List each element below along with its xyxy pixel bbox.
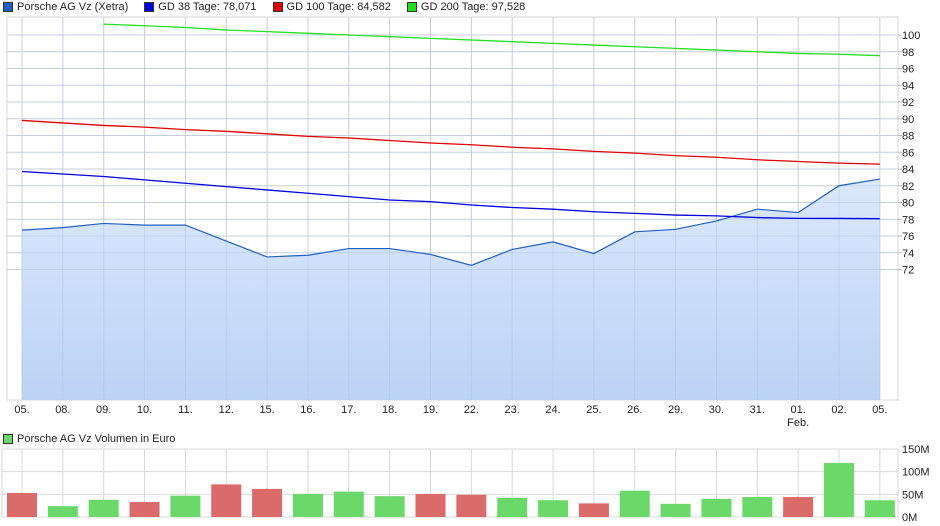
volume-legend[interactable]: Porsche AG Vz Volumen in Euro — [3, 433, 175, 445]
svg-text:08.: 08. — [55, 404, 70, 416]
svg-text:17.: 17. — [341, 404, 356, 416]
svg-text:94: 94 — [902, 80, 914, 92]
svg-text:22.: 22. — [464, 404, 479, 416]
gd200-swatch-icon — [406, 2, 417, 12]
svg-text:29.: 29. — [668, 404, 683, 416]
svg-text:23.: 23. — [505, 404, 520, 416]
svg-text:90: 90 — [902, 114, 914, 126]
svg-text:76: 76 — [902, 231, 914, 243]
price-swatch-icon — [3, 2, 13, 12]
svg-text:80: 80 — [902, 198, 914, 210]
price-legend: Porsche AG Vz (Xetra) GD 38 Tage: 78,071… — [3, 0, 541, 14]
svg-text:96: 96 — [902, 64, 914, 76]
svg-text:72: 72 — [902, 265, 914, 277]
svg-text:92: 92 — [902, 97, 914, 109]
svg-text:02.: 02. — [831, 404, 846, 416]
svg-text:78: 78 — [902, 214, 914, 226]
svg-text:86: 86 — [902, 147, 914, 159]
svg-text:88: 88 — [902, 131, 914, 143]
legend-item-gd100[interactable]: GD 100 Tage: 84,582 — [272, 1, 391, 13]
gd100-swatch-icon — [272, 2, 283, 12]
svg-text:24.: 24. — [545, 404, 560, 416]
svg-text:30.: 30. — [709, 404, 724, 416]
svg-text:18.: 18. — [382, 404, 397, 416]
svg-text:10.: 10. — [137, 404, 152, 416]
price-y-axis: 72 74 76 78 80 82 84 86 88 90 92 94 96 98 100 — [898, 30, 920, 277]
svg-text:100: 100 — [902, 30, 920, 42]
price-x-axis: 05. 08. 09. 10. 11. 12. 15. 16. 17. 18. 19. 22. 23. 2… — [14, 404, 887, 429]
svg-text:19.: 19. — [423, 404, 438, 416]
svg-text:150M: 150M — [902, 444, 930, 456]
legend-item-gd200[interactable]: GD 200 Tage: 97,528 — [406, 1, 525, 13]
legend-item-gd38[interactable]: GD 38 Tage: 78,071 — [144, 1, 257, 13]
price-lines — [21, 23, 880, 266]
svg-text:25.: 25. — [586, 404, 601, 416]
svg-text:09.: 09. — [96, 404, 111, 416]
svg-text:12.: 12. — [219, 404, 234, 416]
svg-text:16.: 16. — [300, 404, 315, 416]
svg-text:11.: 11. — [178, 404, 192, 416]
svg-text:26.: 26. — [627, 404, 642, 416]
svg-text:74: 74 — [902, 248, 914, 260]
svg-text:0M: 0M — [902, 512, 917, 524]
svg-text:84: 84 — [902, 164, 914, 176]
gd38-swatch-icon — [144, 2, 155, 12]
svg-text:15.: 15. — [259, 404, 274, 416]
volume-bars — [7, 463, 895, 517]
legend-item-price[interactable]: Porsche AG Vz (Xetra) — [3, 1, 128, 13]
svg-text:31.: 31. — [750, 404, 765, 416]
svg-text:05.: 05. — [872, 404, 887, 416]
svg-text:100M: 100M — [902, 467, 930, 479]
svg-text:Feb.: Feb. — [787, 417, 809, 429]
svg-text:82: 82 — [902, 181, 914, 193]
svg-text:01.: 01. — [791, 404, 806, 416]
price-area — [7, 17, 898, 400]
volume-y-axis: 0M 50M 100M 150M — [902, 444, 930, 524]
svg-text:50M: 50M — [902, 489, 923, 501]
svg-text:98: 98 — [902, 47, 914, 59]
svg-text:05.: 05. — [14, 404, 29, 416]
volume-swatch-icon — [3, 434, 13, 444]
